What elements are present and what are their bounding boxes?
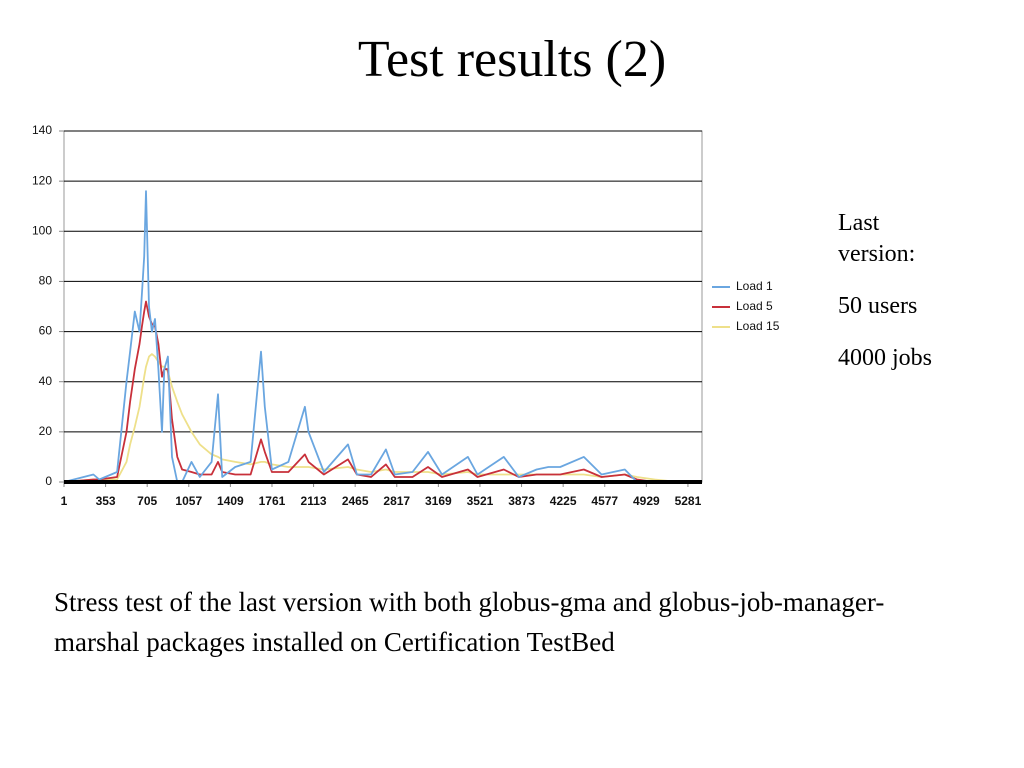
x-tick-label: 2817 xyxy=(383,494,410,508)
x-tick-label: 1 xyxy=(61,494,68,508)
plot-frame xyxy=(63,130,703,483)
x-tick-label: 1761 xyxy=(259,494,286,508)
x-tick-label: 3873 xyxy=(508,494,535,508)
legend-label: Load 15 xyxy=(736,319,780,333)
caption: Stress test of the last version with bot… xyxy=(54,587,885,657)
x-tick-label: 2113 xyxy=(301,494,327,508)
slide-title: Test results (2) xyxy=(357,31,667,88)
x-tick-label: 4929 xyxy=(633,494,660,508)
legend-label: Load 1 xyxy=(736,279,773,293)
x-tick-label: 353 xyxy=(96,494,116,508)
x-tick-label: 3169 xyxy=(425,494,452,508)
x-tick-label: 5281 xyxy=(675,494,702,508)
x-tick-label: 4225 xyxy=(550,494,577,508)
x-tick-label: 2465 xyxy=(342,494,369,508)
x-tick-label: 1057 xyxy=(175,494,202,508)
y-tick-label: 0 xyxy=(45,474,52,488)
chart: 0 20 40 60 80 100 120 140 1 353 705 1057 1409 1761 211… xyxy=(32,123,780,508)
y-tick-label: 60 xyxy=(39,324,53,338)
x-tick-label: 4577 xyxy=(591,494,618,508)
y-tick-label: 120 xyxy=(32,173,52,187)
notes: Last version: 50 users 4000 jobs xyxy=(838,208,948,395)
series-line xyxy=(63,300,702,483)
x-tick-label: 3521 xyxy=(467,494,494,508)
y-tick-label: 40 xyxy=(39,374,53,388)
x-tick-label: 705 xyxy=(137,494,157,508)
y-tick-label: 80 xyxy=(39,274,53,288)
note: 4000 jobs xyxy=(838,345,933,371)
legend-label: Load 5 xyxy=(736,299,773,313)
series-line xyxy=(63,353,702,483)
y-tick-label: 20 xyxy=(39,424,53,438)
x-tick-label: 1409 xyxy=(217,494,244,508)
series-line xyxy=(63,190,702,483)
y-tick-label: 100 xyxy=(32,223,52,237)
note: 50 users xyxy=(838,293,918,319)
note: Last version: xyxy=(838,210,916,267)
y-tick-label: 140 xyxy=(32,123,52,137)
